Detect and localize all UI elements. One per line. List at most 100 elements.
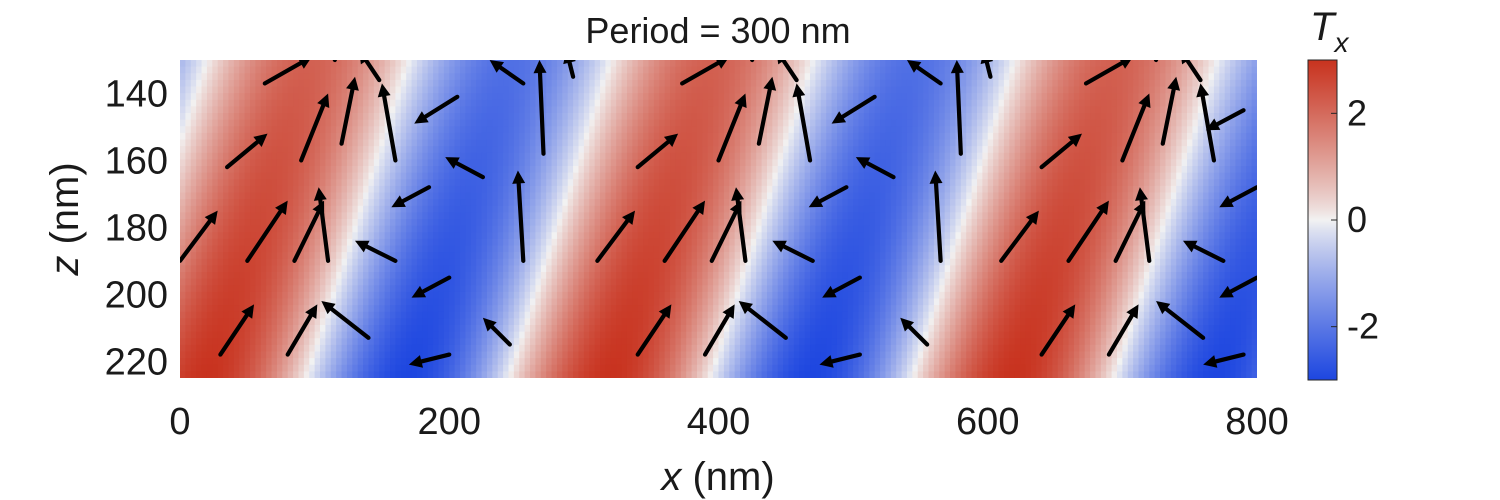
heatmap-cell — [206, 159, 214, 167]
heatmap-cell — [1170, 179, 1178, 187]
heatmap-cell — [1046, 113, 1054, 121]
heatmap-cell — [357, 139, 364, 147]
heatmap-cell — [761, 172, 768, 181]
heatmap-cell — [923, 99, 930, 108]
heatmap-cell — [890, 152, 898, 161]
heatmap-cell — [416, 179, 424, 187]
heatmap-cell — [201, 60, 208, 68]
heatmap-cell — [971, 113, 978, 121]
heatmap-cell — [578, 73, 585, 81]
heatmap-cell — [228, 99, 235, 108]
heatmap-cell — [982, 185, 989, 194]
heatmap-cell — [729, 192, 736, 200]
heatmap-cell — [863, 152, 871, 161]
heatmap-cell — [185, 212, 192, 220]
heatmap-cell — [858, 119, 865, 128]
heatmap-cell — [783, 139, 790, 147]
heatmap-cell — [772, 106, 779, 114]
heatmap-cell — [266, 192, 273, 200]
heatmap-cell — [1116, 99, 1124, 108]
heatmap-cell — [266, 205, 273, 214]
heatmap-cell — [912, 146, 919, 154]
heatmap-cell — [1165, 172, 1172, 181]
heatmap-cell — [1186, 139, 1194, 147]
heatmap-cell — [1203, 179, 1210, 187]
heatmap-cell — [1095, 60, 1102, 68]
heatmap-cell — [858, 66, 865, 75]
heatmap-cell — [486, 86, 494, 94]
heatmap-cell — [524, 60, 531, 68]
heatmap-cell — [395, 179, 402, 187]
heatmap-cell — [1165, 185, 1172, 194]
heatmap-cell — [546, 172, 553, 181]
heatmap-cell — [573, 106, 580, 114]
heatmap-cell — [470, 126, 477, 134]
heatmap-cell — [196, 166, 203, 174]
heatmap-cell — [368, 126, 375, 134]
heatmap-cell — [562, 172, 569, 181]
heatmap-cell — [540, 79, 547, 88]
heatmap-cell — [1009, 146, 1016, 154]
heatmap-cell — [546, 132, 553, 141]
heatmap-cell — [923, 185, 930, 194]
heatmap-cell — [1133, 185, 1140, 194]
heatmap-cell — [1079, 99, 1086, 108]
heatmap-cell — [1009, 159, 1016, 167]
heatmap-cell — [766, 113, 774, 121]
heatmap-cell — [960, 166, 968, 174]
heatmap-cell — [1025, 79, 1032, 88]
heatmap-cell — [470, 166, 477, 174]
heatmap-cell — [233, 199, 241, 207]
heatmap-cell — [707, 60, 714, 68]
heatmap-cell — [777, 192, 784, 200]
heatmap-cell — [600, 113, 607, 121]
heatmap-cell — [578, 66, 585, 75]
heatmap-cell — [1068, 199, 1075, 207]
heatmap-cell — [933, 166, 941, 174]
heatmap-cell — [1025, 73, 1032, 81]
heatmap-cell — [718, 192, 725, 200]
heatmap-cell — [804, 172, 811, 181]
heatmap-cell — [982, 166, 989, 174]
heatmap-cell — [406, 99, 413, 108]
heatmap-cell — [416, 86, 424, 94]
heatmap-cell — [826, 139, 833, 147]
heatmap-cell — [1100, 79, 1108, 88]
heatmap-cell — [1149, 199, 1156, 207]
heatmap-cell — [1176, 179, 1183, 187]
heatmap-cell — [314, 166, 321, 174]
heatmap-cell — [987, 99, 994, 108]
heatmap-cell — [906, 132, 914, 141]
heatmap-cell — [718, 79, 725, 88]
heatmap-cell — [664, 99, 671, 108]
heatmap-cell — [1138, 139, 1145, 147]
heatmap-cell — [325, 152, 332, 161]
heatmap-cell — [637, 126, 644, 134]
heatmap-cell — [206, 126, 214, 134]
heatmap-cell — [185, 66, 192, 75]
heatmap-cell — [815, 99, 822, 108]
heatmap-cell — [1251, 126, 1257, 134]
heatmap-cell — [906, 159, 914, 167]
heatmap-cell — [1143, 159, 1151, 167]
heatmap-cell — [336, 73, 343, 81]
heatmap-cell — [1025, 166, 1032, 174]
heatmap-cell — [707, 99, 714, 108]
heatmap-cell — [330, 146, 337, 154]
heatmap-cell — [1230, 166, 1237, 174]
heatmap-cell — [987, 166, 994, 174]
heatmap-cell — [368, 132, 375, 141]
heatmap-cell — [406, 172, 413, 181]
heatmap-cell — [1192, 212, 1199, 220]
heatmap-cell — [971, 119, 978, 128]
heatmap-cell — [1246, 192, 1253, 200]
heatmap-cell — [287, 60, 294, 68]
heatmap-cell — [460, 185, 467, 194]
heatmap-cell — [271, 159, 278, 167]
heatmap-cell — [1127, 212, 1134, 220]
heatmap-cell — [1219, 73, 1226, 81]
heatmap-cell — [524, 172, 531, 181]
heatmap-cell — [939, 66, 946, 75]
heatmap-cell — [971, 199, 978, 207]
heatmap-cell — [734, 93, 741, 101]
